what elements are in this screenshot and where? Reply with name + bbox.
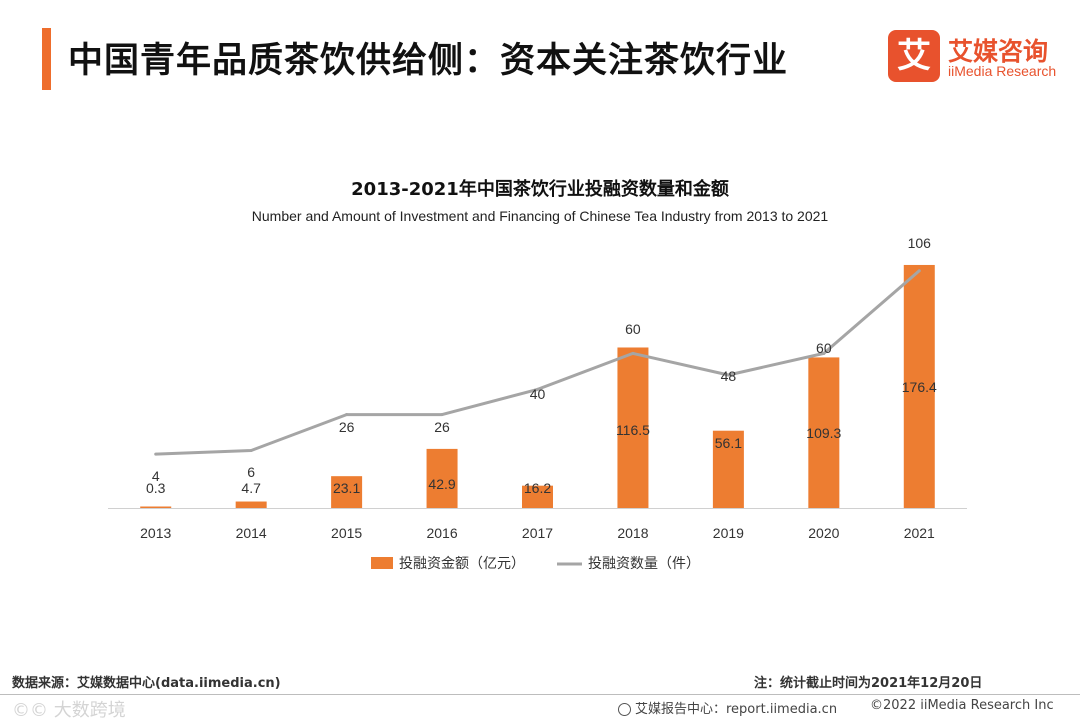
amount-label-2013: 0.3 (146, 480, 166, 496)
amount-label-2015: 23.1 (333, 480, 360, 496)
bar-2016 (426, 448, 458, 508)
bar-2019 (712, 430, 744, 508)
amount-label-2018: 116.5 (616, 422, 650, 438)
watermark: ©© 大数跨境 (12, 700, 126, 721)
count-point-2018 (631, 351, 635, 355)
count-point-2016 (440, 413, 444, 417)
count-point-2021 (917, 269, 921, 273)
bar-2013 (140, 506, 172, 508)
globe-icon (618, 703, 631, 716)
count-point-2015 (345, 413, 349, 417)
count-line (155, 269, 921, 456)
footer-divider (0, 694, 1080, 695)
amount-label-2017: 16.2 (524, 480, 551, 496)
logo-mark-icon: 艾 (888, 30, 940, 82)
x-tick-2021: 2021 (904, 525, 935, 541)
bar-2015 (331, 476, 363, 508)
report-center-text: 艾媒报告中心：report.iimedia.cn (635, 702, 838, 717)
legend-label-amount: 投融资金额（亿元） (399, 556, 525, 572)
count-label-2013: 4 (152, 468, 160, 484)
cutoff-note: 注：统计截止时间为2021年12月20日 (754, 676, 983, 691)
count-label-2020: 60 (816, 340, 832, 356)
bar-2021 (903, 264, 935, 508)
x-tick-2020: 2020 (808, 525, 839, 541)
x-tick-2013: 2013 (140, 525, 171, 541)
amount-label-2014: 4.7 (241, 480, 261, 496)
x-tick-2015: 2015 (331, 525, 362, 541)
bar-2018 (617, 347, 649, 508)
x-tick-2018: 2018 (617, 525, 648, 541)
count-label-2017: 40 (530, 386, 546, 402)
count-point-2013 (154, 452, 158, 456)
chart-title: 2013-2021年中国茶饮行业投融资数量和金额 (351, 179, 729, 200)
logo-name-en: iiMedia Research (948, 63, 1057, 79)
count-label-2018: 60 (625, 321, 641, 337)
title-accent-bar (42, 28, 51, 90)
amount-label-2019: 56.1 (715, 435, 742, 451)
data-source: 数据来源：艾媒数据中心(data.iimedia.cn) (12, 676, 281, 691)
iimedia-logo: 艾 艾媒咨询 iiMedia Research (888, 30, 1068, 86)
legend-swatch-amount (371, 557, 393, 569)
count-label-2016: 26 (434, 419, 450, 435)
count-label-2019: 48 (721, 368, 737, 384)
count-point-2020 (822, 351, 826, 355)
logo-name-cn: 艾媒咨询 (948, 37, 1049, 66)
x-tick-2019: 2019 (713, 525, 744, 541)
legend-label-count: 投融资数量（件） (588, 556, 700, 572)
amount-label-2016: 42.9 (428, 476, 455, 492)
count-point-2019 (726, 373, 730, 377)
x-tick-2017: 2017 (522, 525, 553, 541)
chart-subtitle: Number and Amount of Investment and Fina… (251, 208, 829, 224)
x-tick-2016: 2016 (426, 525, 457, 541)
amount-label-2020: 109.3 (806, 425, 841, 441)
count-label-2014: 6 (247, 464, 255, 480)
x-tick-2014: 2014 (236, 525, 267, 541)
amount-label-2021: 176.4 (902, 379, 937, 395)
bar-2020 (808, 357, 840, 508)
bar-2017 (522, 485, 553, 508)
count-label-2021: 106 (908, 235, 932, 251)
report-center: 艾媒报告中心：report.iimedia.cn (618, 698, 837, 717)
copyright: ©2022 iiMedia Research Inc (870, 698, 1054, 713)
count-label-2015: 26 (339, 419, 355, 435)
page-title: 中国青年品质茶饮供给侧：资本关注茶饮行业 (68, 41, 789, 81)
count-point-2014 (249, 448, 253, 452)
count-point-2017 (536, 387, 539, 391)
bar-2014 (235, 501, 267, 508)
